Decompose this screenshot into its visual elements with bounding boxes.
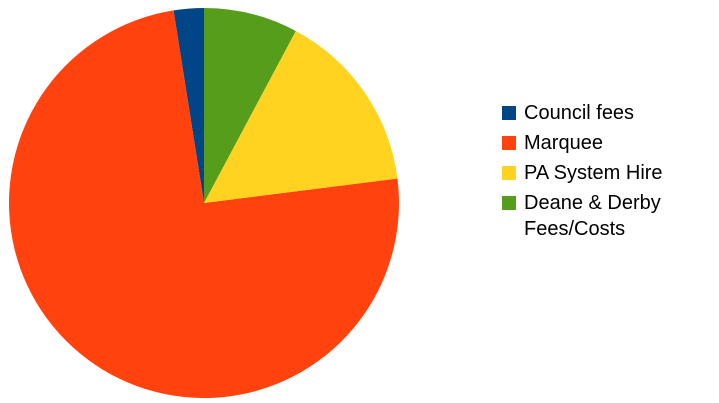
legend-item-pa-system-hire: PA System Hire: [502, 160, 714, 186]
legend-item-council-fees: Council fees: [502, 100, 714, 126]
legend-label-marquee: Marquee: [524, 132, 603, 154]
pie-slice-1: [8, 10, 399, 399]
legend-item-marquee: Marquee: [502, 130, 714, 156]
legend-swatch-deane-derby-fees: [502, 196, 516, 210]
legend-label-deane-derby-fees: Deane & Derby Fees/Costs: [524, 192, 661, 240]
legend-item-deane-derby-fees: Deane & Derby Fees/Costs: [502, 190, 714, 242]
pie-slice-0: [173, 8, 204, 203]
pie-slice-2: [204, 30, 398, 204]
pie-slice-3: [204, 8, 296, 203]
legend-swatch-council-fees: [502, 106, 516, 120]
legend-swatch-pa-system-hire: [502, 166, 516, 180]
chart-legend: Council fees Marquee PA System Hire Dean…: [502, 100, 714, 246]
legend-swatch-marquee: [502, 136, 516, 150]
legend-label-pa-system-hire: PA System Hire: [524, 162, 663, 184]
legend-label-council-fees: Council fees: [524, 102, 635, 124]
